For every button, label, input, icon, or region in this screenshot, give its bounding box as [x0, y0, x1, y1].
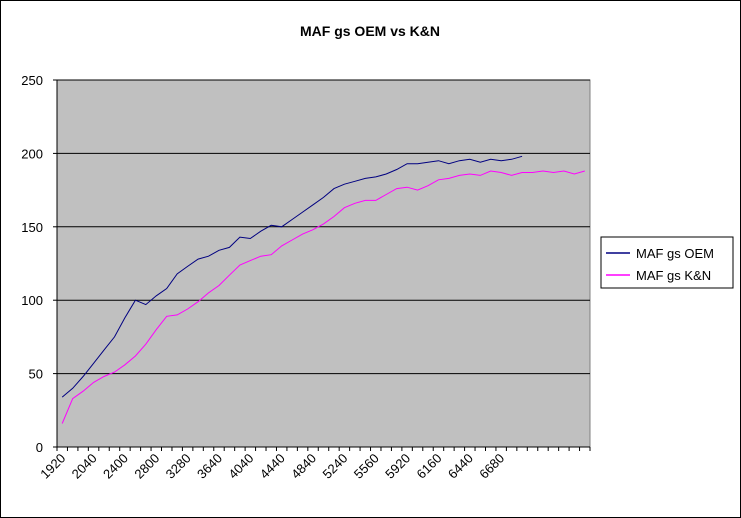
y-tick-label: 200 — [21, 146, 43, 161]
y-tick-label: 250 — [21, 73, 43, 88]
legend-box — [600, 236, 734, 289]
legend-label: MAF gs OEM — [636, 246, 714, 261]
y-tick-label: 0 — [36, 440, 43, 455]
y-tick-label: 100 — [21, 293, 43, 308]
series-line — [61, 170, 585, 424]
y-tick-label: 50 — [29, 367, 43, 382]
series-line — [61, 155, 523, 398]
y-tick-label: 150 — [21, 220, 43, 235]
chart-title: MAF gs OEM vs K&N — [300, 23, 440, 39]
legend-label: MAF gs K&N — [636, 268, 711, 283]
plot-area — [56, 79, 591, 448]
